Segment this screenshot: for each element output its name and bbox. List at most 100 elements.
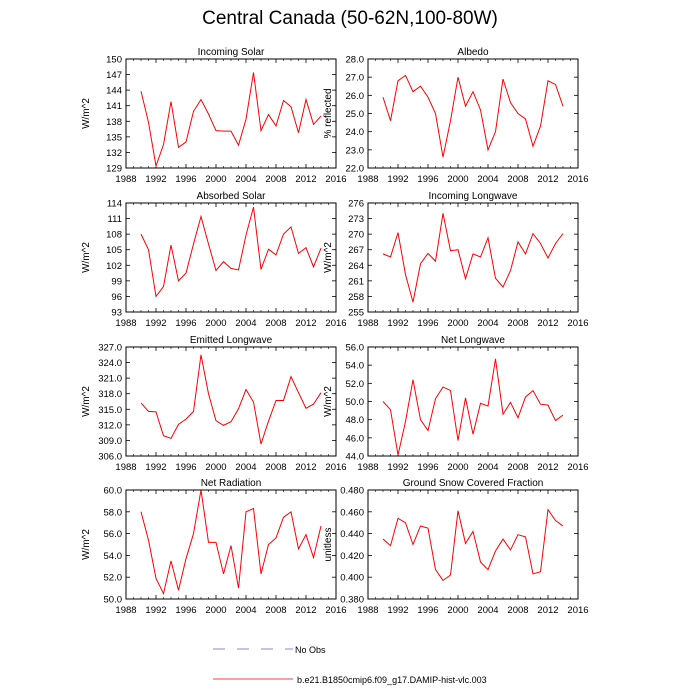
y-tick-label: 327.0 xyxy=(98,343,122,354)
y-tick-label: 138 xyxy=(106,117,122,128)
x-tick-label: 1988 xyxy=(357,174,378,185)
y-tick-label: 25.0 xyxy=(346,109,365,120)
x-tick-label: 1996 xyxy=(175,605,196,616)
x-tick-label: 2008 xyxy=(507,318,528,329)
y-tick-label: 58.0 xyxy=(104,507,123,518)
x-tick-label: 2004 xyxy=(235,462,256,473)
y-tick-label: 99 xyxy=(111,276,122,287)
y-tick-label: 108 xyxy=(106,230,122,241)
x-tick-label: 2004 xyxy=(477,174,498,185)
y-tick-label: 318.0 xyxy=(98,389,122,400)
x-tick-label: 1992 xyxy=(145,462,166,473)
y-tick-label: 105 xyxy=(106,245,122,256)
x-tick-label: 2012 xyxy=(295,174,316,185)
panel-title: Net Longwave xyxy=(441,335,505,346)
y-axis-label: W/m^2 xyxy=(323,386,334,417)
panel-title: Ground Snow Covered Fraction xyxy=(403,478,544,489)
y-tick-label: 23.0 xyxy=(346,145,365,156)
x-tick-label: 2004 xyxy=(477,605,498,616)
x-tick-label: 1992 xyxy=(145,605,166,616)
x-tick-label: 1992 xyxy=(145,318,166,329)
panel-title: Absorbed Solar xyxy=(197,191,267,202)
y-axis-label: W/m^2 xyxy=(81,386,92,417)
y-tick-label: 50.0 xyxy=(104,595,123,606)
y-tick-label: 52.0 xyxy=(346,379,365,390)
plot-frame xyxy=(367,58,579,169)
plot-frame xyxy=(125,489,337,600)
x-tick-label: 1996 xyxy=(417,605,438,616)
y-tick-label: 46.0 xyxy=(346,433,365,444)
x-tick-label: 2000 xyxy=(447,605,468,616)
y-tick-label: 56.0 xyxy=(104,529,123,540)
x-tick-label: 1988 xyxy=(357,605,378,616)
y-tick-label: 0.480 xyxy=(340,486,364,497)
chart-panel-3: Absorbed Solar W/m^2 1988 1992 1996 2000 2004 2… xyxy=(81,191,347,329)
x-tick-label: 1988 xyxy=(115,174,136,185)
x-tick-label: 2004 xyxy=(477,462,498,473)
x-tick-label: 2012 xyxy=(295,605,316,616)
x-tick-label: 2016 xyxy=(567,605,588,616)
x-tick-label: 1996 xyxy=(417,174,438,185)
y-tick-label: 22.0 xyxy=(346,164,365,175)
series-line xyxy=(382,508,564,582)
x-tick-label: 2008 xyxy=(265,462,286,473)
x-tick-label: 2012 xyxy=(537,174,558,185)
series-line xyxy=(140,72,322,168)
plot-frame xyxy=(125,58,337,169)
x-tick-label: 2008 xyxy=(265,318,286,329)
y-tick-label: 27.0 xyxy=(346,73,365,84)
x-tick-label: 2008 xyxy=(507,605,528,616)
x-tick-label: 2000 xyxy=(205,174,226,185)
y-tick-label: 0.440 xyxy=(340,529,364,540)
y-tick-label: 96 xyxy=(111,292,122,303)
y-tick-label: 132 xyxy=(106,148,122,159)
panels-group: Incoming Solar W/m^2 1988 1992 1996 2000 2004 2… xyxy=(81,47,589,616)
y-tick-label: 135 xyxy=(106,132,122,143)
plot-frame xyxy=(367,202,579,313)
x-tick-label: 2004 xyxy=(477,318,498,329)
legend: No Obs b.e21.B1850cmip6.f09_g17.DAMIP-hi… xyxy=(213,645,487,685)
y-tick-label: 141 xyxy=(106,101,122,112)
legend-model-label: b.e21.B1850cmip6.f09_g17.DAMIP-hist-vlc.… xyxy=(297,675,487,685)
y-axis-label: unitless xyxy=(323,528,334,562)
x-tick-label: 1988 xyxy=(357,462,378,473)
y-tick-label: 50.0 xyxy=(346,397,365,408)
y-tick-label: 315.0 xyxy=(98,405,122,416)
x-tick-label: 1996 xyxy=(417,462,438,473)
x-tick-label: 2016 xyxy=(567,174,588,185)
x-tick-label: 1996 xyxy=(175,318,196,329)
y-tick-label: 48.0 xyxy=(346,415,365,426)
y-tick-label: 60.0 xyxy=(104,486,123,497)
plot-frame xyxy=(367,489,579,600)
y-tick-label: 0.400 xyxy=(340,573,364,584)
chart-panel-7: Net Radiation W/m^2 1988 1992 1996 2000 2004 20… xyxy=(81,478,347,616)
y-tick-label: 54.0 xyxy=(104,551,123,562)
x-tick-label: 2000 xyxy=(447,174,468,185)
plot-frame xyxy=(125,346,337,457)
series-line xyxy=(140,489,322,596)
x-tick-label: 2004 xyxy=(235,318,256,329)
y-tick-label: 111 xyxy=(108,214,122,225)
y-tick-label: 147 xyxy=(106,70,122,81)
x-tick-label: 1996 xyxy=(417,318,438,329)
panel-title: Emitted Longwave xyxy=(190,335,273,346)
x-tick-label: 1988 xyxy=(115,318,136,329)
x-tick-label: 2000 xyxy=(447,462,468,473)
x-tick-label: 1996 xyxy=(175,462,196,473)
y-tick-label: 306.0 xyxy=(98,452,122,463)
y-tick-label: 309.0 xyxy=(98,436,122,447)
x-tick-label: 2012 xyxy=(537,462,558,473)
panel-title: Incoming Solar xyxy=(198,47,265,58)
y-tick-label: 26.0 xyxy=(346,91,365,102)
x-tick-label: 1988 xyxy=(115,462,136,473)
y-tick-label: 276 xyxy=(348,199,364,210)
x-tick-label: 2012 xyxy=(537,318,558,329)
y-tick-label: 321.0 xyxy=(98,374,122,385)
y-tick-label: 24.0 xyxy=(346,127,365,138)
panel-title: Net Radiation xyxy=(201,478,262,489)
y-tick-label: 312.0 xyxy=(98,420,122,431)
x-tick-label: 2008 xyxy=(507,174,528,185)
y-tick-label: 114 xyxy=(107,199,122,210)
panel-title: Incoming Longwave xyxy=(429,191,518,202)
